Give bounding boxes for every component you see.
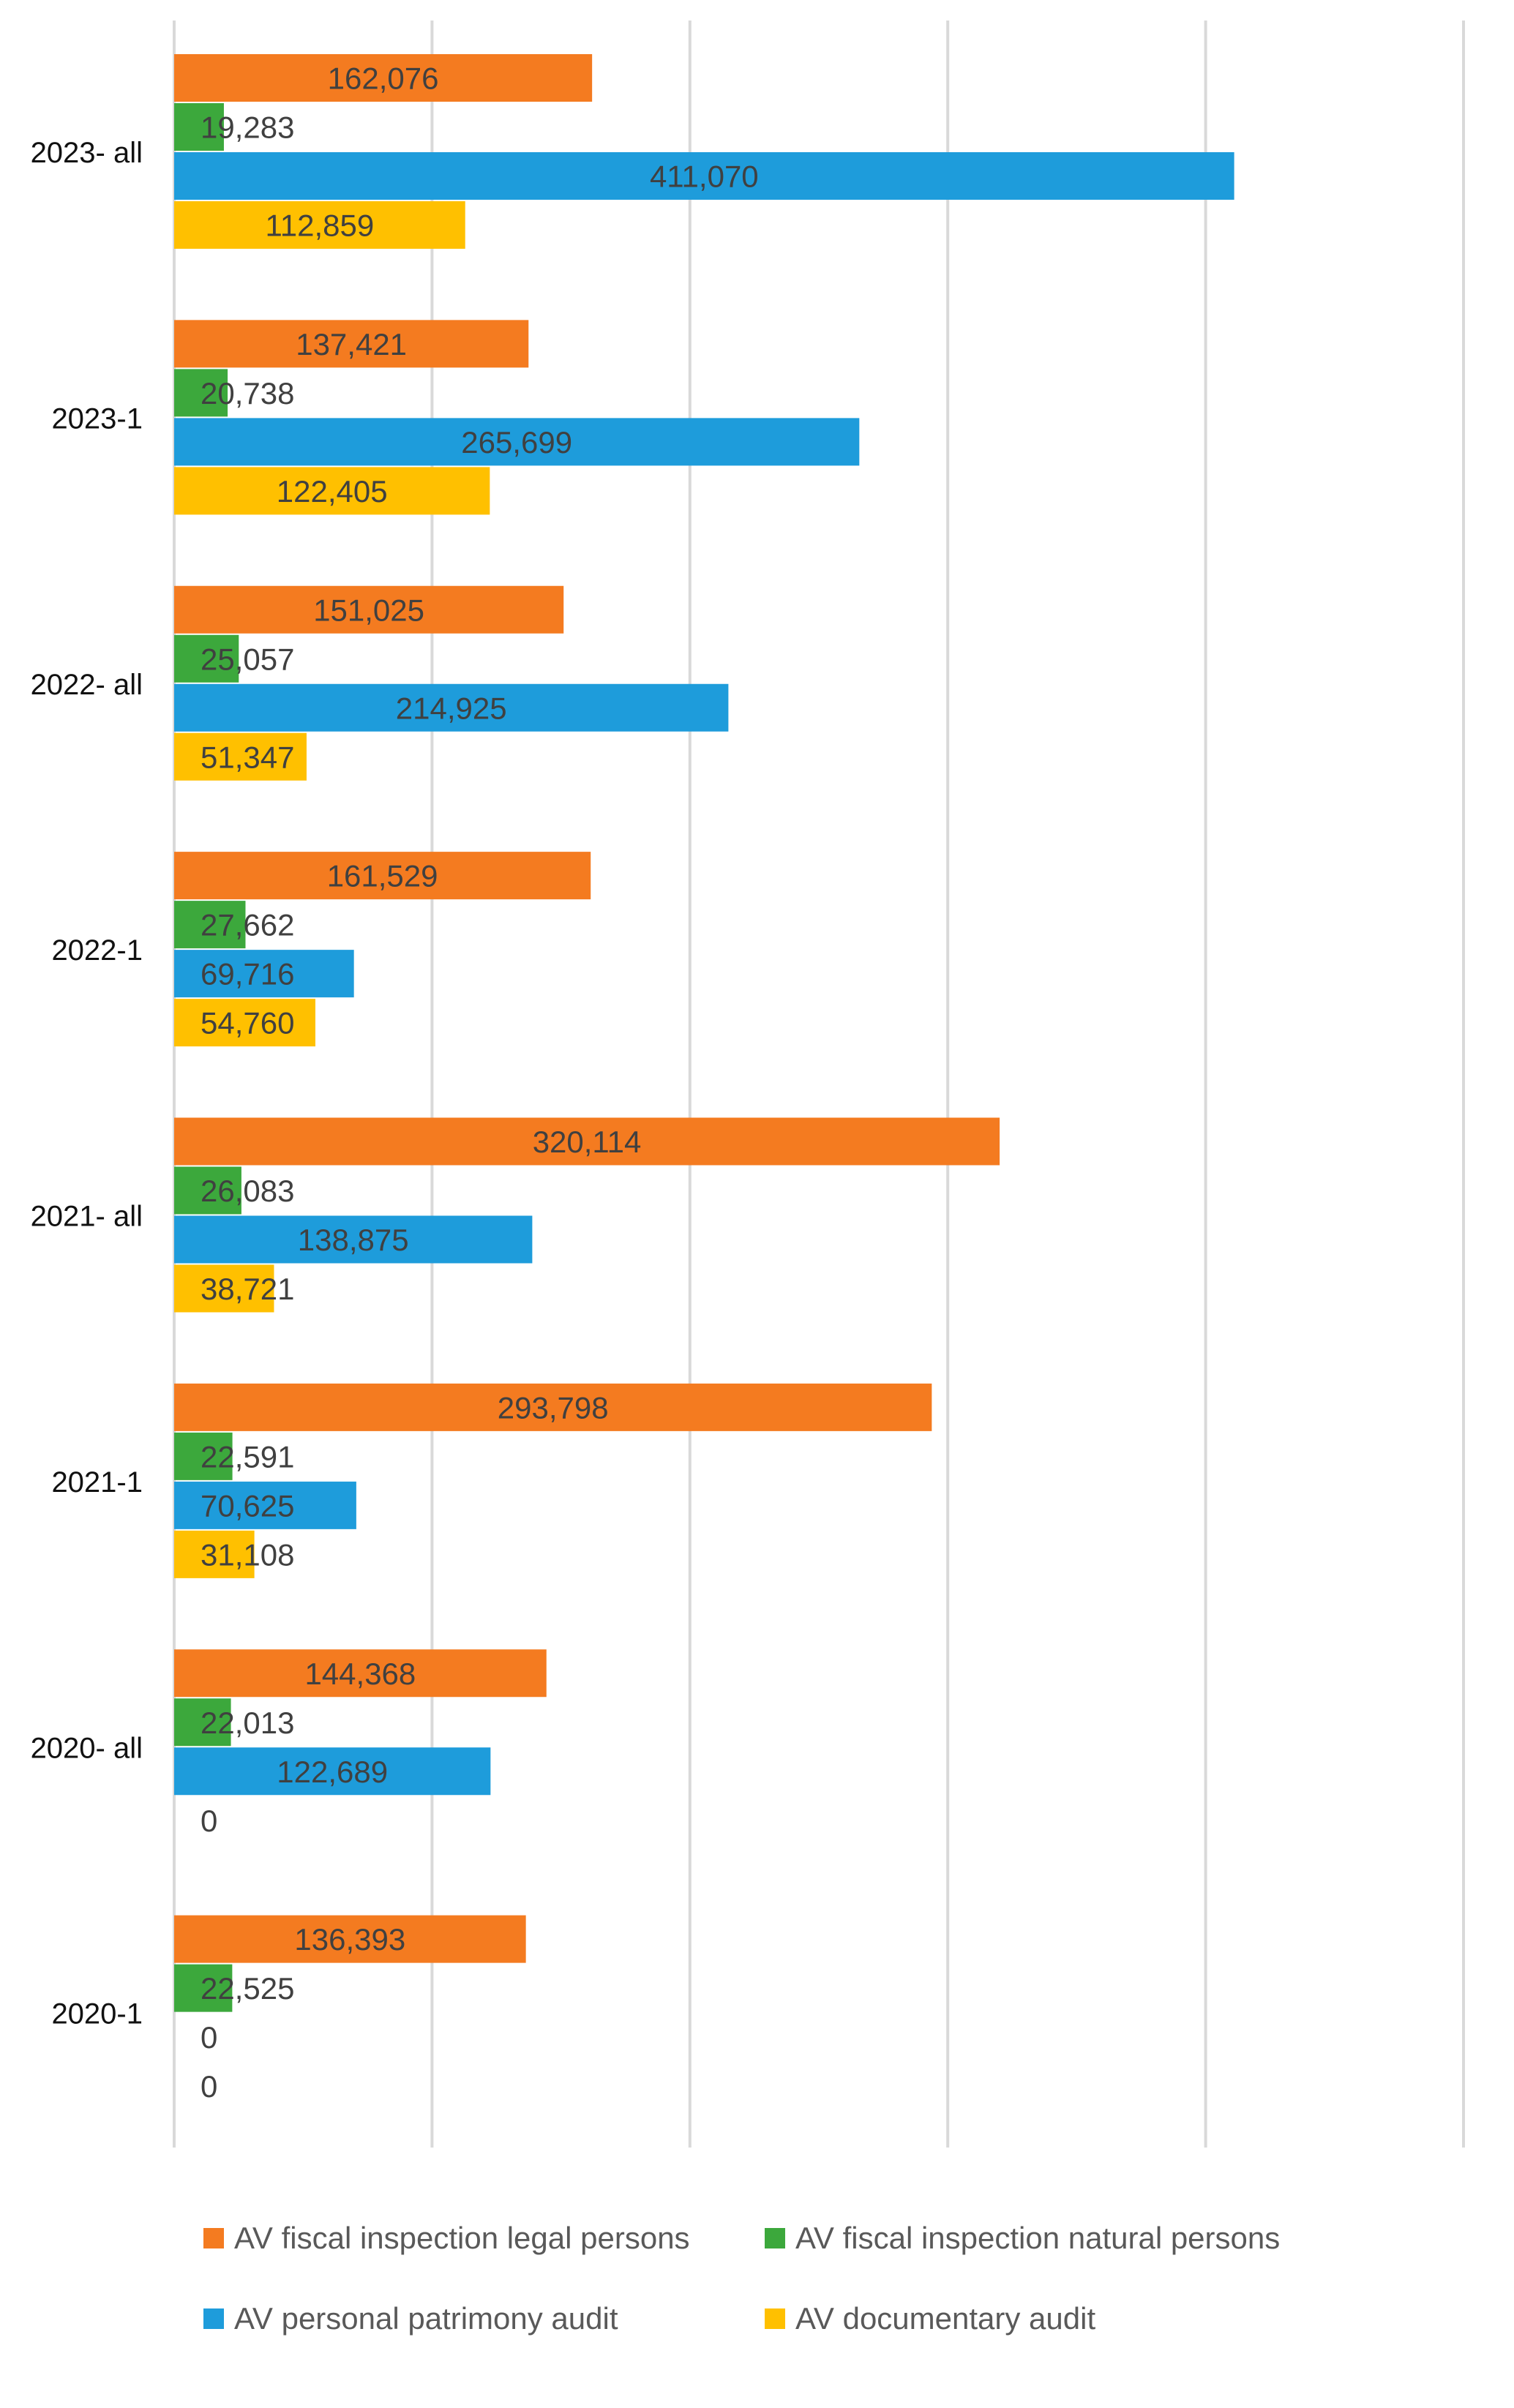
data-label: 293,798 (498, 1390, 609, 1425)
data-label: 38,721 (201, 1272, 294, 1306)
data-label: 31,108 (201, 1537, 294, 1572)
data-label: 320,114 (533, 1125, 642, 1159)
bar (174, 901, 246, 949)
bar (174, 1432, 233, 1480)
category-label: 2023- all (31, 137, 143, 169)
legend-swatch (765, 2228, 785, 2248)
data-label: 144,368 (304, 1657, 416, 1691)
legend-label: AV documentary audit (795, 2301, 1095, 2336)
bar (174, 1698, 231, 1747)
bar (174, 999, 315, 1047)
legend-swatch (203, 2308, 224, 2329)
category-label: 2021- all (31, 1201, 143, 1233)
data-label: 214,925 (396, 691, 507, 725)
data-label: 151,025 (313, 593, 424, 627)
category-axis-labels: 2023- all 2023-1 2022- all 2022-1 2021- all 2… (31, 137, 143, 2030)
bar (174, 1747, 491, 1796)
data-label: 138,875 (298, 1223, 409, 1257)
data-label: 411,070 (650, 160, 759, 194)
bar (174, 54, 593, 102)
data-label: 162,076 (328, 61, 439, 96)
data-label: 22,525 (201, 1971, 294, 2006)
data-label: 0 (201, 1804, 217, 1838)
data-label: 112,859 (266, 209, 375, 243)
category-label: 2022- all (31, 669, 143, 701)
data-label: 26,083 (201, 1174, 294, 1208)
bar (174, 103, 224, 151)
bar (174, 1530, 255, 1578)
legend-label: AV personal patrimony audit (234, 2301, 618, 2336)
category-label: 2020- all (31, 1732, 143, 1764)
bar (174, 1166, 241, 1215)
data-label: 54,760 (201, 1006, 294, 1040)
bars (174, 54, 1234, 2012)
category-label: 2023-1 (51, 402, 143, 435)
bar (174, 585, 564, 634)
data-label: 265,699 (461, 425, 572, 460)
data-label: 70,625 (201, 1488, 294, 1523)
bar (174, 467, 490, 515)
bar (174, 634, 239, 683)
data-label: 122,405 (277, 474, 388, 509)
bar (174, 950, 354, 998)
data-label: 27,662 (201, 908, 294, 942)
legend-swatch (203, 2228, 224, 2248)
bar (174, 1964, 233, 2012)
bar (174, 1264, 274, 1313)
bar (174, 1915, 526, 1963)
data-label: 136,393 (294, 1922, 405, 1957)
data-labels: 162,076 19,283 411,070 112,859 137,42120,738… (201, 61, 759, 2104)
bar (174, 418, 860, 466)
bar (174, 320, 529, 368)
bar (174, 1481, 356, 1529)
data-label: 122,689 (277, 1755, 388, 1789)
data-label: 161,529 (327, 859, 438, 893)
bar (174, 1383, 932, 1431)
bar (174, 732, 307, 781)
data-label: 51,347 (201, 740, 294, 774)
legend: AV fiscal inspection legal persons AV fis… (203, 2221, 1280, 2336)
bar (174, 369, 228, 417)
bar (174, 1649, 547, 1698)
data-label: 22,013 (201, 1706, 294, 1740)
bar (174, 152, 1234, 200)
legend-swatch (765, 2308, 785, 2329)
data-label: 25,057 (201, 642, 294, 676)
data-label: 20,738 (201, 376, 294, 410)
category-label: 2021-1 (51, 1466, 143, 1499)
bar (174, 683, 729, 732)
bar (174, 201, 465, 249)
category-label: 2020-1 (51, 1998, 143, 2030)
data-label: 0 (201, 2020, 217, 2055)
data-label: 0 (201, 2069, 217, 2104)
bar (174, 1215, 533, 1264)
data-label: 19,283 (201, 110, 294, 145)
data-label: 69,716 (201, 957, 294, 991)
bar (174, 852, 591, 900)
data-label: 22,591 (201, 1439, 294, 1474)
legend-label: AV fiscal inspection natural persons (795, 2221, 1280, 2255)
category-label: 2022-1 (51, 934, 143, 967)
bar (174, 1117, 1000, 1166)
data-label: 137,421 (296, 327, 407, 361)
legend-label: AV fiscal inspection legal persons (234, 2221, 690, 2255)
